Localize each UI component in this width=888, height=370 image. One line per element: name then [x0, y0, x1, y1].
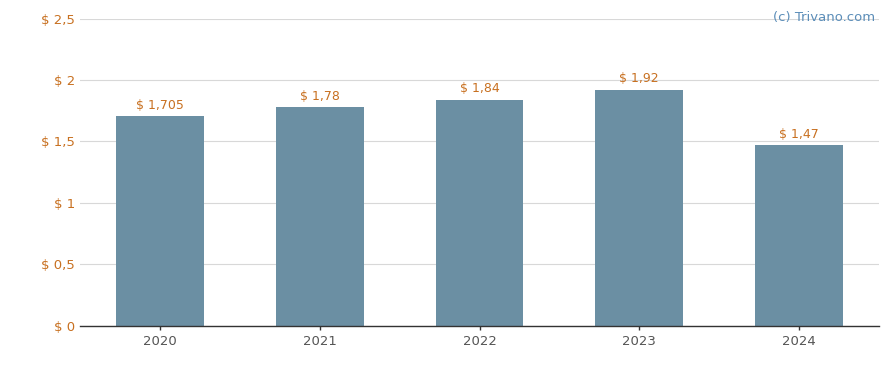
- Text: $ 1,78: $ 1,78: [300, 90, 340, 102]
- Bar: [276, 107, 364, 326]
- Text: $ 1,47: $ 1,47: [779, 128, 819, 141]
- Bar: [436, 100, 523, 326]
- Text: $ 1,92: $ 1,92: [620, 73, 659, 85]
- Bar: [116, 116, 204, 326]
- Bar: [755, 145, 843, 326]
- Bar: [595, 90, 683, 326]
- Text: (c) Trivano.com: (c) Trivano.com: [773, 11, 875, 24]
- Text: $ 1,705: $ 1,705: [136, 99, 184, 112]
- Text: $ 1,84: $ 1,84: [460, 82, 499, 95]
